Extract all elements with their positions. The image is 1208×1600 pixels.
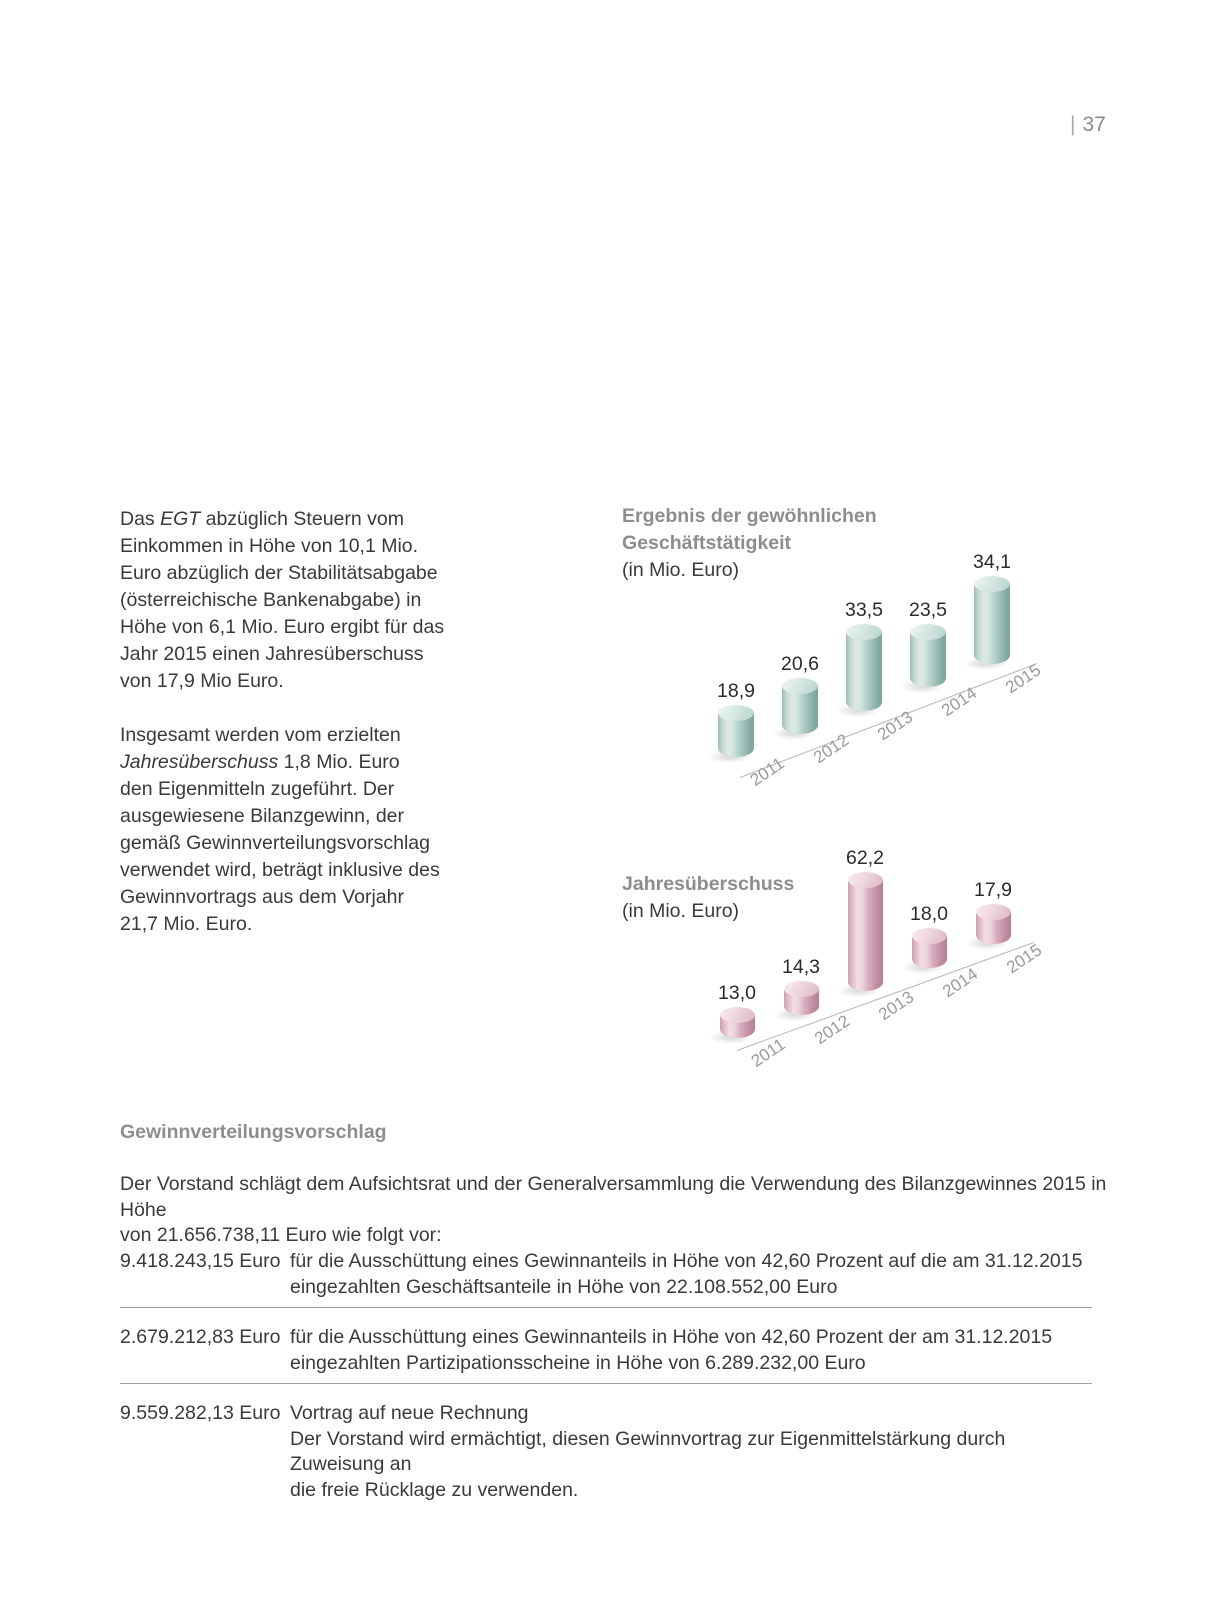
- bar-top-ellipse: [911, 927, 947, 944]
- cylinder-bar-2013: [829, 623, 886, 719]
- text-segment: Insgesamt werden vom erzielten: [120, 724, 401, 746]
- bar-top-ellipse: [975, 904, 1011, 920]
- bar-top-ellipse: [783, 980, 819, 997]
- text-segment: Der Vorstand schlägt dem Aufsichtsrat un…: [120, 1173, 1107, 1221]
- cylinder-bar-2015: [959, 904, 1014, 952]
- amount-cell: 9.418.243,15 Euro: [120, 1250, 281, 1272]
- chart-subtitle: (in Mio. Euro): [622, 900, 740, 922]
- value-label-2014: 23,5: [909, 599, 947, 622]
- description-cell: Vortrag auf neue Rechnung Der Vorstand wi…: [290, 1401, 1092, 1503]
- text-segment: Jahr 2015 einen Jahresüberschuss: [120, 643, 424, 665]
- bar-body: [782, 685, 818, 734]
- text-segment: von 17,9 Mio Euro.: [120, 670, 284, 692]
- text-segment: eingezahlten Partizipationsscheine in Hö…: [290, 1351, 866, 1374]
- cylinder-bar-2014: [893, 624, 950, 696]
- cylinder-bar-2012: [765, 677, 822, 742]
- bar-top-ellipse: [782, 677, 818, 694]
- italic-text-segment: Jahresüberschuss: [120, 751, 279, 773]
- chart-ergebnis-der-gewoehnlichen-geschaeftstaetigkeit: Ergebnis der gewöhnlichen Geschäftstätig…: [620, 495, 1110, 825]
- text-segment: für die Ausschüttung eines Gewinnanteils…: [290, 1250, 1083, 1272]
- chart-title-line: Ergebnis der gewöhnlichen: [622, 505, 877, 527]
- text-segment: Das: [120, 508, 161, 530]
- chart-jahresueberschuss: Jahresüberschuss (in Mio. Euro) 13,0 2011…: [620, 840, 1110, 1110]
- text-segment: abzüglich Steuern vom: [200, 508, 404, 530]
- text-segment: gemäß Gewinnverteilungsvorschlag: [120, 832, 430, 854]
- bar-top-ellipse: [910, 624, 946, 641]
- bar-body: [846, 631, 882, 711]
- text-segment: eingezahlten Geschäftsanteile in Höhe vo…: [290, 1275, 838, 1298]
- value-label-2012: 14,3: [782, 955, 820, 978]
- page-number-separator: |: [1070, 113, 1076, 136]
- value-label-2012: 20,6: [781, 652, 819, 675]
- chart-title-line: Jahresüberschuss: [622, 873, 795, 895]
- cylinder-bar-2011: [703, 1007, 758, 1046]
- page-number-value: 37: [1082, 113, 1106, 136]
- text-segment: die freie Rücklage zu verwenden.: [290, 1478, 579, 1501]
- value-label-2011: 18,9: [717, 680, 755, 702]
- value-label-2015: 17,9: [974, 879, 1012, 901]
- body-text-column: Das EGT abzüglich Steuern vom Einkommen i…: [120, 506, 465, 965]
- chart-title: Ergebnis der gewöhnlichen Geschäftstätig…: [622, 503, 877, 584]
- distribution-table: 9.418.243,15 Euro für die Ausschüttung ei…: [120, 1243, 1092, 1510]
- page-number: | 37: [1070, 113, 1106, 137]
- bar-top-ellipse: [974, 576, 1010, 592]
- text-segment: für die Ausschüttung eines Gewinnanteils…: [290, 1326, 1053, 1348]
- text-segment: verwendet wird, beträgt inklusive des: [120, 859, 440, 881]
- bar-top-ellipse: [846, 623, 882, 640]
- text-segment: Einkommen in Höhe von 10,1 Mio.: [120, 535, 419, 557]
- table-row: 9.418.243,15 Euro für die Ausschüttung ei…: [120, 1243, 1092, 1307]
- amount-cell: 9.559.282,13 Euro: [120, 1402, 281, 1424]
- bar-body: [910, 632, 946, 688]
- value-label-2013: 33,5: [845, 598, 883, 621]
- text-segment: Vortrag auf neue Rechnung: [290, 1402, 529, 1424]
- italic-text-segment: EGT: [160, 508, 201, 530]
- value-label-2013: 62,2: [846, 847, 884, 869]
- text-segment: Euro abzüglich der Stabilitätsabgabe: [120, 562, 438, 584]
- amount-cell: 2.679.212,83 Euro: [120, 1326, 281, 1348]
- text-segment: Gewinnvortrags aus dem Vorjahr: [120, 886, 404, 908]
- cylinder-bar-2014: [895, 927, 950, 976]
- bar-top-ellipse: [719, 1007, 755, 1023]
- cylinder-bar-2011: [701, 705, 758, 765]
- text-segment: Der Vorstand wird ermächtigt, diesen Gew…: [290, 1427, 1006, 1476]
- bar-body: [974, 584, 1010, 664]
- table-row: 2.679.212,83 Euro für die Ausschüttung ei…: [120, 1307, 1092, 1383]
- table-row: 9.559.282,13 Euro Vortrag auf neue Rechnu…: [120, 1383, 1092, 1510]
- text-segment: 1,8 Mio. Euro: [278, 751, 400, 773]
- section-heading: Gewinnverteilungsvorschlag: [120, 1121, 387, 1143]
- cylinder-bar-2015: [957, 576, 1014, 672]
- body-paragraph: Insgesamt werden vom erzielten Jahresüber…: [120, 722, 465, 938]
- text-segment: den Eigenmitteln zugeführt. Der: [120, 778, 395, 800]
- value-label-2015: 34,1: [973, 551, 1011, 573]
- text-segment: (österreichische Bankenabgabe) in: [120, 589, 422, 611]
- plot-area: 18,9 2011 20,6 2012 33,5 2013 23,5 2014 34,1 2015: [620, 495, 1110, 825]
- plot-area: 13,0 2011 14,3 2012 62,2 2013 18,0 2014 17,9 2015: [620, 840, 1110, 1110]
- description-cell: für die Ausschüttung eines Gewinnanteils…: [290, 1325, 1092, 1376]
- bar-body: [847, 880, 883, 991]
- text-segment: von 21.656.738,11 Euro wie folgt vor:: [120, 1224, 442, 1246]
- text-segment: 21,7 Mio. Euro.: [120, 913, 253, 935]
- description-cell: für die Ausschüttung eines Gewinnanteils…: [290, 1249, 1092, 1300]
- text-segment: Höhe von 6,1 Mio. Euro ergibt für das: [120, 616, 445, 638]
- cylinder-bar-2012: [767, 980, 822, 1023]
- value-label-2011: 13,0: [718, 982, 756, 1004]
- intro-paragraph: Der Vorstand schlägt dem Aufsichtsrat un…: [120, 1172, 1120, 1249]
- value-label-2014: 18,0: [910, 902, 948, 925]
- chart-title-line: Geschäftstätigkeit: [622, 532, 792, 554]
- bar-top-ellipse: [847, 872, 883, 888]
- chart-subtitle: (in Mio. Euro): [622, 559, 740, 581]
- bar-top-ellipse: [718, 705, 754, 721]
- text-segment: ausgewiesene Bilanzgewinn, der: [120, 805, 405, 827]
- chart-title: Jahresüberschuss (in Mio. Euro): [622, 871, 794, 925]
- cylinder-bar-2013: [831, 872, 886, 999]
- body-paragraph: Das EGT abzüglich Steuern vom Einkommen i…: [120, 506, 465, 695]
